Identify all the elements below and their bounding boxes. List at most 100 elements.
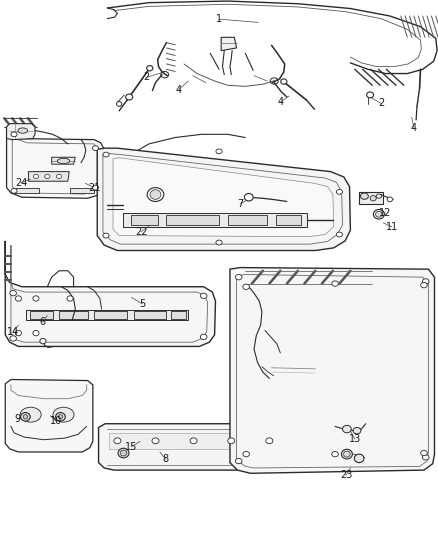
Ellipse shape: [57, 174, 62, 179]
Polygon shape: [230, 268, 434, 473]
Ellipse shape: [92, 185, 99, 190]
Ellipse shape: [53, 407, 74, 422]
Ellipse shape: [332, 281, 338, 286]
Ellipse shape: [114, 438, 121, 443]
Ellipse shape: [103, 152, 109, 157]
Ellipse shape: [387, 197, 392, 201]
Ellipse shape: [228, 438, 235, 443]
Text: 2: 2: [378, 99, 384, 108]
Text: 9: 9: [14, 415, 21, 424]
Text: 7: 7: [237, 199, 243, 208]
Polygon shape: [134, 311, 166, 319]
Text: 10: 10: [50, 416, 62, 426]
Text: 4: 4: [411, 123, 417, 133]
Ellipse shape: [11, 132, 17, 137]
Ellipse shape: [236, 274, 242, 280]
Ellipse shape: [33, 296, 39, 301]
Ellipse shape: [15, 296, 21, 301]
Ellipse shape: [33, 330, 39, 336]
Text: 22: 22: [135, 227, 147, 237]
Ellipse shape: [332, 451, 338, 457]
Ellipse shape: [103, 233, 109, 238]
Ellipse shape: [422, 279, 429, 284]
Ellipse shape: [147, 188, 164, 201]
Text: 23: 23: [340, 471, 352, 480]
Ellipse shape: [23, 415, 28, 419]
Text: 21: 21: [88, 183, 100, 192]
Polygon shape: [171, 311, 186, 319]
Ellipse shape: [266, 438, 273, 443]
Polygon shape: [359, 192, 383, 204]
Ellipse shape: [118, 448, 129, 458]
Ellipse shape: [243, 284, 250, 289]
Polygon shape: [7, 128, 104, 198]
Ellipse shape: [57, 158, 70, 164]
Ellipse shape: [422, 455, 429, 460]
Ellipse shape: [117, 101, 122, 107]
Ellipse shape: [343, 451, 350, 457]
Ellipse shape: [67, 296, 73, 301]
Polygon shape: [5, 241, 215, 346]
Ellipse shape: [216, 240, 222, 245]
Polygon shape: [221, 37, 237, 51]
Ellipse shape: [10, 290, 16, 296]
Polygon shape: [30, 311, 53, 319]
Polygon shape: [28, 172, 69, 181]
Ellipse shape: [152, 438, 159, 443]
Ellipse shape: [353, 427, 361, 434]
Polygon shape: [99, 424, 281, 470]
Text: 24: 24: [15, 178, 27, 188]
Ellipse shape: [420, 450, 427, 456]
Ellipse shape: [216, 149, 222, 154]
Ellipse shape: [367, 92, 374, 98]
Ellipse shape: [373, 209, 385, 219]
Polygon shape: [26, 310, 188, 320]
Polygon shape: [113, 158, 334, 237]
Polygon shape: [276, 215, 301, 225]
Ellipse shape: [201, 334, 207, 340]
Polygon shape: [14, 188, 39, 193]
Ellipse shape: [147, 66, 153, 71]
Text: 6: 6: [40, 318, 46, 327]
Polygon shape: [7, 124, 35, 140]
Polygon shape: [228, 215, 267, 225]
Ellipse shape: [375, 212, 382, 217]
Text: 12: 12: [379, 208, 392, 218]
Ellipse shape: [21, 413, 30, 421]
Text: 11: 11: [386, 222, 398, 232]
Ellipse shape: [92, 146, 99, 151]
Polygon shape: [109, 433, 272, 449]
Ellipse shape: [15, 330, 21, 336]
Text: 8: 8: [162, 455, 169, 464]
Ellipse shape: [18, 128, 28, 133]
Text: 5: 5: [139, 299, 145, 309]
Ellipse shape: [281, 79, 287, 84]
Text: 4: 4: [176, 85, 182, 94]
Ellipse shape: [336, 189, 343, 195]
Ellipse shape: [370, 196, 376, 201]
Polygon shape: [94, 311, 127, 319]
Ellipse shape: [45, 174, 50, 179]
Ellipse shape: [354, 454, 364, 463]
Ellipse shape: [190, 438, 197, 443]
Ellipse shape: [120, 450, 127, 456]
Ellipse shape: [244, 193, 253, 201]
Ellipse shape: [201, 293, 207, 298]
Text: 2: 2: [144, 72, 150, 82]
Ellipse shape: [420, 282, 427, 288]
Polygon shape: [5, 379, 93, 452]
Ellipse shape: [243, 451, 250, 457]
Ellipse shape: [150, 190, 161, 199]
Polygon shape: [166, 215, 219, 225]
Ellipse shape: [360, 193, 368, 199]
Ellipse shape: [236, 458, 242, 464]
Ellipse shape: [56, 413, 65, 421]
Polygon shape: [123, 213, 307, 227]
Ellipse shape: [58, 415, 63, 419]
Ellipse shape: [10, 336, 16, 341]
Ellipse shape: [20, 407, 41, 422]
Ellipse shape: [126, 94, 133, 100]
Text: 4: 4: [277, 98, 283, 107]
Text: 15: 15: [125, 442, 138, 451]
Ellipse shape: [40, 338, 46, 344]
